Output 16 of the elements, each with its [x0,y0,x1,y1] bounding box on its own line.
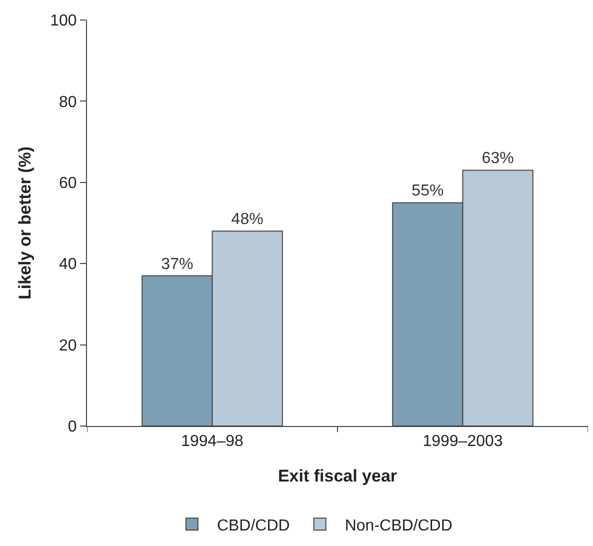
y-tick-label: 80 [59,94,77,111]
y-tick-label: 20 [59,337,77,354]
y-tick-label: 0 [68,418,77,436]
data-label: 37% [161,256,194,273]
y-tick-label: 100 [50,12,77,30]
data-label: 55% [412,182,444,200]
y-axis-title: Likely or better (%) [16,146,35,300]
x-tick-label: 1999–2003 [422,433,503,450]
x-tick-label: 1994–98 [181,433,244,450]
y-tick-label: 40 [59,256,77,274]
legend-label: Non-CBD/CDD [344,517,452,534]
data-label: 48% [231,211,264,228]
legend-label: CBD/CDD [216,517,290,534]
y-tick-label: 60 [59,175,77,192]
x-axis-title: Exit fiscal year [278,466,398,486]
data-label: 63% [482,150,514,168]
